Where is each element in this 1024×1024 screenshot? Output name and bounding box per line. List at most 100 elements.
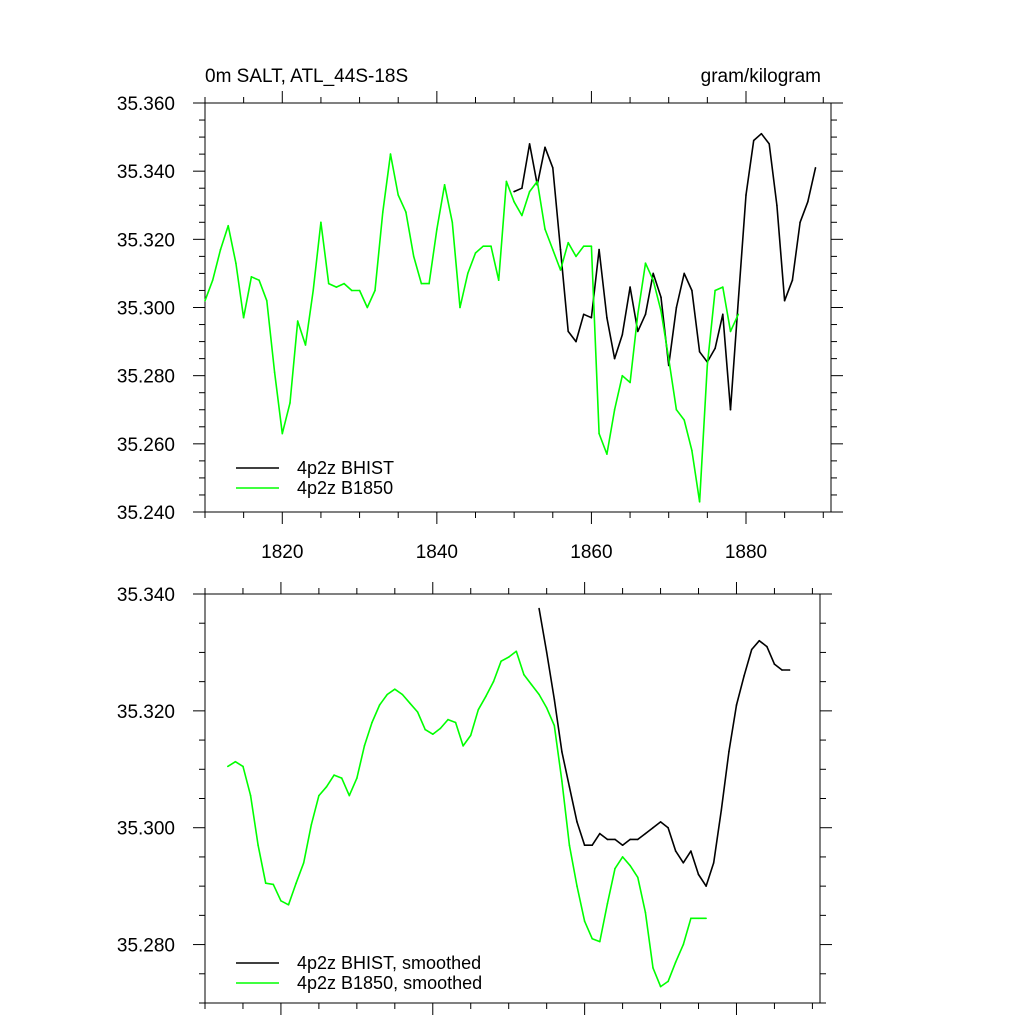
data-point <box>257 844 259 846</box>
data-point <box>714 289 716 292</box>
data-point <box>791 279 794 282</box>
data-point <box>454 721 457 724</box>
data-point <box>690 850 692 852</box>
x-tick-label: 1860 <box>570 542 612 563</box>
data-point <box>690 917 692 920</box>
data-point <box>714 347 716 350</box>
data-point <box>621 856 624 858</box>
data-point <box>683 272 685 275</box>
data-point <box>637 838 639 841</box>
data-point <box>599 940 601 943</box>
data-point <box>773 663 776 665</box>
series-line-4p2z-bhist <box>513 132 817 411</box>
data-point <box>467 272 469 275</box>
bottom-panel: 35.280 35.300 35.320 35.340 4p2z BHIST, smoo… <box>117 582 832 1015</box>
data-point <box>766 645 768 648</box>
data-point <box>490 245 492 247</box>
data-point <box>462 745 464 747</box>
data-point <box>374 289 376 292</box>
data-point <box>507 656 510 658</box>
data-point <box>582 245 585 247</box>
data-point <box>394 688 396 690</box>
data-point <box>737 299 740 302</box>
data-point <box>781 669 783 671</box>
data-point <box>606 453 608 455</box>
data-point <box>302 862 305 864</box>
y-tick-label: 35.240 <box>117 503 175 524</box>
data-point <box>513 190 515 193</box>
series-line-4p2z-b1850 <box>204 153 740 503</box>
data-point <box>567 241 569 244</box>
data-point <box>477 708 480 711</box>
data-point <box>776 204 778 207</box>
data-point <box>469 734 472 737</box>
data-point <box>561 751 563 753</box>
data-point <box>538 607 540 610</box>
data-point <box>521 214 523 217</box>
data-point <box>296 320 299 322</box>
data-point <box>745 194 747 196</box>
data-point <box>706 364 709 367</box>
data-point <box>814 167 817 169</box>
data-point <box>613 357 616 360</box>
data-point <box>287 904 290 906</box>
data-point <box>698 351 701 353</box>
data-point <box>675 306 678 309</box>
data-point <box>760 132 763 135</box>
data-point <box>606 902 609 905</box>
data-point <box>674 850 677 852</box>
legend-label: 4p2z BHIST, smoothed <box>297 953 481 973</box>
data-point <box>644 832 647 835</box>
data-point <box>545 651 548 654</box>
data-point <box>667 980 669 983</box>
y-tick-label: 35.280 <box>117 936 175 957</box>
data-point <box>250 276 253 278</box>
data-point <box>485 695 487 698</box>
data-point <box>682 943 685 946</box>
data-point <box>575 340 577 343</box>
data-point <box>674 961 677 963</box>
data-point <box>281 432 284 435</box>
data-point <box>629 286 631 288</box>
data-point <box>358 289 361 292</box>
data-point <box>698 501 701 503</box>
data-point <box>590 245 593 247</box>
data-point <box>436 228 438 230</box>
data-point <box>482 245 485 247</box>
data-point <box>295 882 297 884</box>
data-point <box>722 286 724 288</box>
data-point <box>652 967 654 969</box>
y-tick-label: 35.320 <box>117 702 175 723</box>
data-point <box>743 675 745 677</box>
data-point <box>234 760 237 763</box>
data-point <box>705 917 707 920</box>
data-point <box>273 371 276 374</box>
data-point <box>530 683 533 686</box>
data-point <box>505 180 508 183</box>
data-point <box>242 316 245 319</box>
data-point <box>553 724 556 727</box>
data-point <box>591 844 593 846</box>
data-point <box>576 821 578 823</box>
data-point <box>788 669 791 671</box>
data-point <box>439 727 442 730</box>
data-point <box>312 289 315 292</box>
data-point <box>599 832 601 835</box>
data-point <box>735 704 738 706</box>
data-point <box>807 201 809 203</box>
data-point <box>552 248 554 251</box>
data-point <box>629 381 631 384</box>
data-point <box>691 289 693 292</box>
data-point <box>644 911 647 914</box>
data-point <box>567 330 569 333</box>
data-point <box>363 745 366 747</box>
data-point <box>382 211 384 213</box>
data-point <box>752 139 755 142</box>
data-point <box>758 639 761 642</box>
data-point <box>675 408 678 411</box>
data-point <box>637 313 639 316</box>
data-point <box>621 334 624 336</box>
data-point <box>644 313 647 316</box>
data-point <box>443 184 446 186</box>
